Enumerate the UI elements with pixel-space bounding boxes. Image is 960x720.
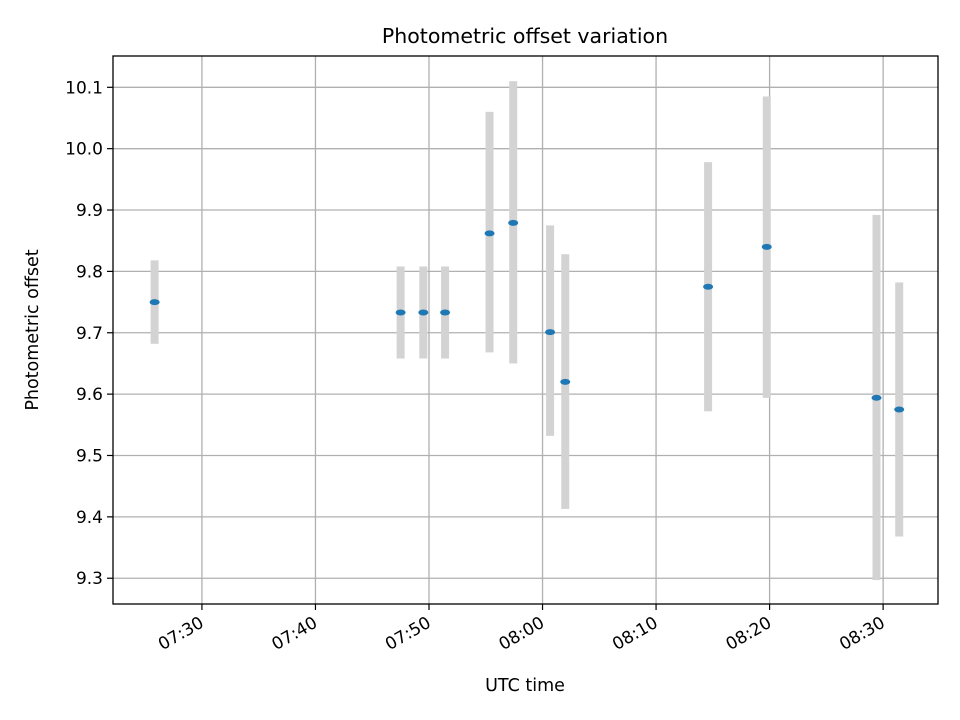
y-tick-label: 9.7 — [76, 324, 103, 344]
data-point — [560, 378, 571, 385]
data-point — [440, 309, 451, 316]
x-tick-label: 07:40 — [269, 613, 321, 655]
y-tick-label: 10.1 — [65, 78, 103, 98]
plot-frame — [112, 55, 939, 605]
y-tick-label: 9.9 — [76, 201, 103, 221]
y-tick-label: 9.6 — [76, 385, 103, 405]
chart-title: Photometric offset variation — [382, 24, 668, 48]
x-tick-label: 08:10 — [609, 613, 661, 655]
data-point — [761, 243, 772, 250]
x-tick-label: 08:00 — [496, 613, 548, 655]
y-axis-label: Photometric offset — [23, 249, 43, 410]
x-tick-label: 07:30 — [155, 613, 207, 655]
y-tick-label: 9.4 — [76, 508, 103, 528]
data-point — [508, 219, 519, 226]
x-tick-label: 08:30 — [836, 613, 888, 655]
y-tick-label: 9.3 — [76, 569, 103, 589]
x-axis-label: UTC time — [485, 676, 565, 696]
y-axis-ticks: 9.3 9.4 9.5 9.6 9.7 9.8 9.9 10.0 10.1 — [65, 78, 113, 589]
data-point — [703, 283, 714, 290]
x-axis-ticks: 07:30 07:40 07:50 08:00 08:10 08:20 08:30 — [155, 604, 889, 655]
y-tick-label: 10.0 — [65, 140, 103, 160]
data-point — [484, 230, 495, 237]
data-point — [894, 406, 905, 413]
data-point — [871, 394, 882, 401]
x-tick-label: 08:20 — [723, 613, 775, 655]
y-tick-label: 9.5 — [76, 446, 103, 466]
data-points — [149, 219, 905, 413]
data-point — [545, 329, 556, 336]
plot-background — [113, 56, 938, 604]
x-tick-label: 07:50 — [382, 613, 434, 655]
data-point — [149, 299, 160, 306]
y-tick-label: 9.8 — [76, 262, 103, 282]
data-point — [418, 309, 429, 316]
data-point — [395, 309, 406, 316]
